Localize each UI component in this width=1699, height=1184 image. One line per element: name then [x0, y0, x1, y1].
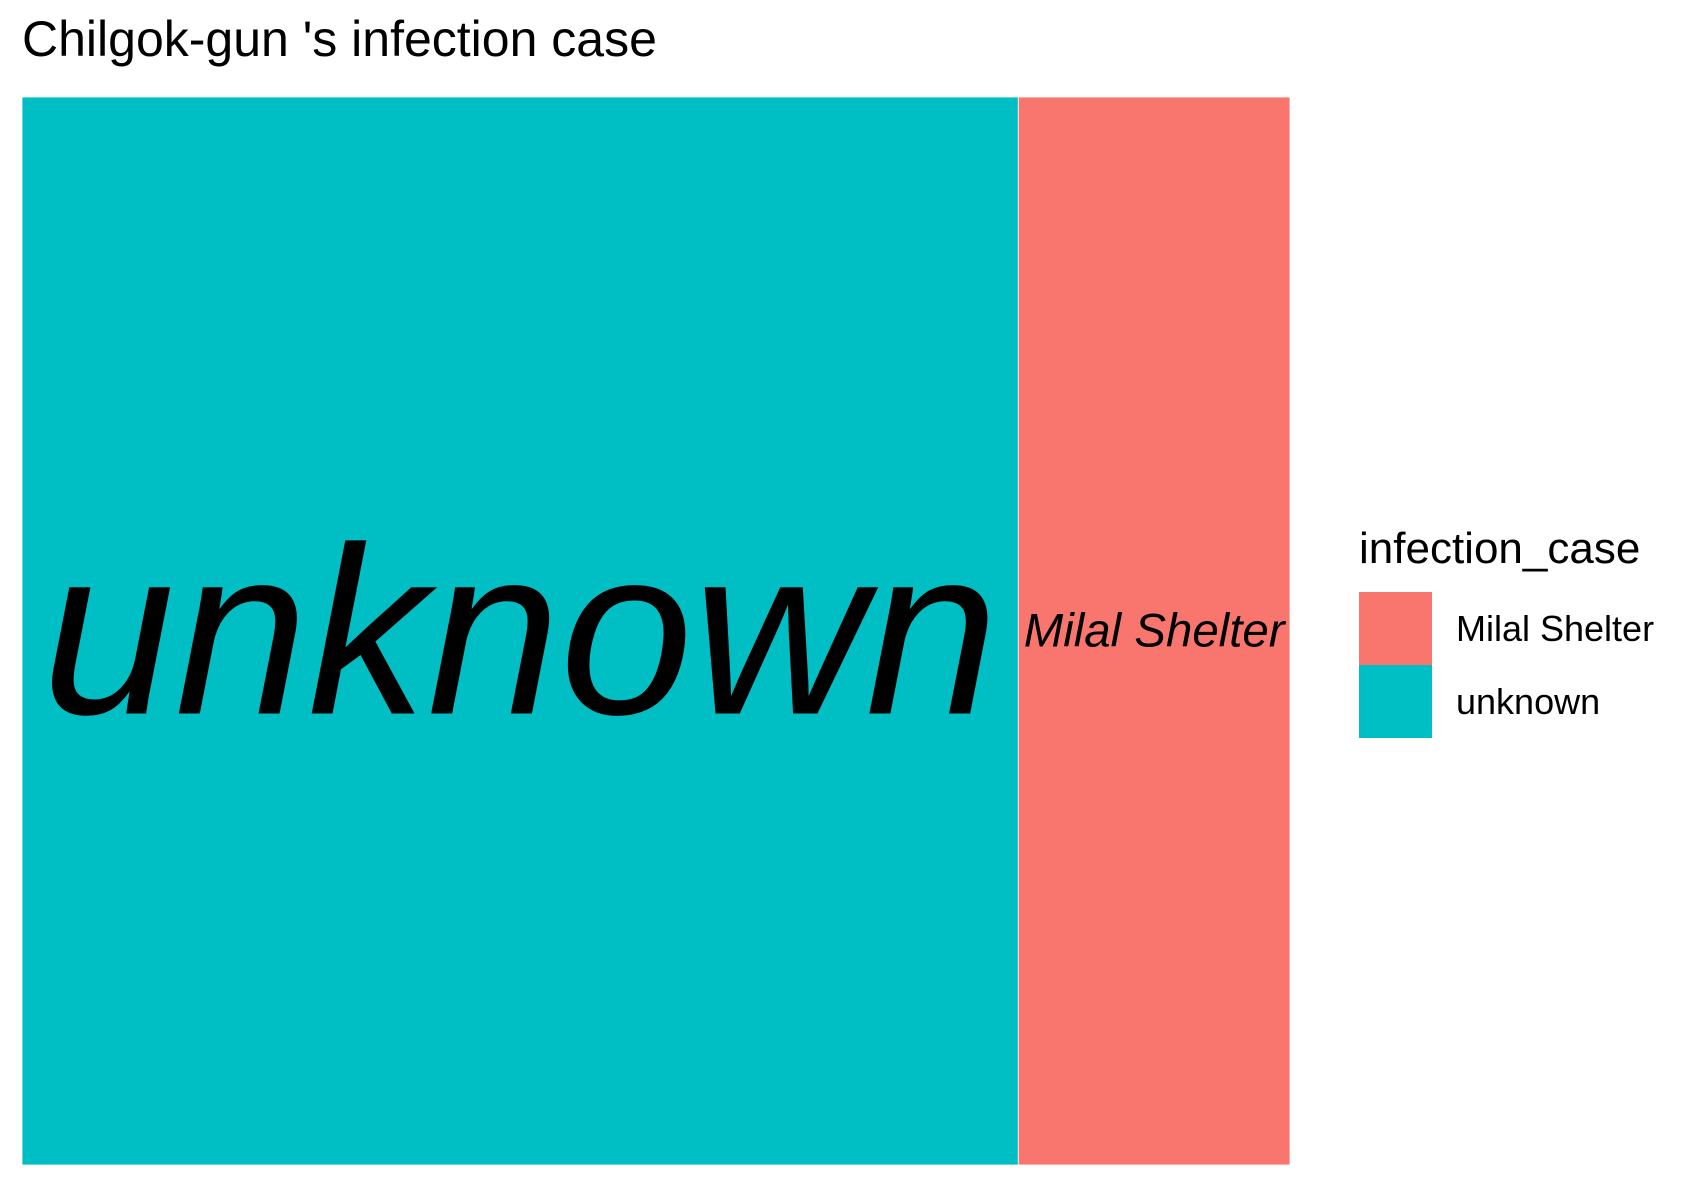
legend-title: infection_case	[1359, 524, 1641, 573]
treemap-label-milal-shelter: Milal Shelter	[1024, 605, 1287, 658]
legend-label-unknown: unknown	[1456, 680, 1601, 722]
treemap-plot: unknown Milal Shelter	[22, 97, 1290, 1165]
treemap-label-unknown: unknown	[42, 498, 998, 765]
treemap-tile-milal-shelter	[1017, 97, 1290, 1165]
legend-item-milal-shelter: Milal Shelter	[1359, 592, 1654, 665]
legend-item-unknown: unknown	[1359, 665, 1600, 738]
legend-label-milal-shelter: Milal Shelter	[1456, 607, 1655, 649]
chart-title: Chilgok-gun 's infection case	[22, 11, 657, 67]
legend-swatch-unknown	[1359, 665, 1432, 738]
legend-swatch-milal-shelter	[1359, 592, 1432, 665]
treemap-tile-unknown	[22, 97, 1019, 1165]
